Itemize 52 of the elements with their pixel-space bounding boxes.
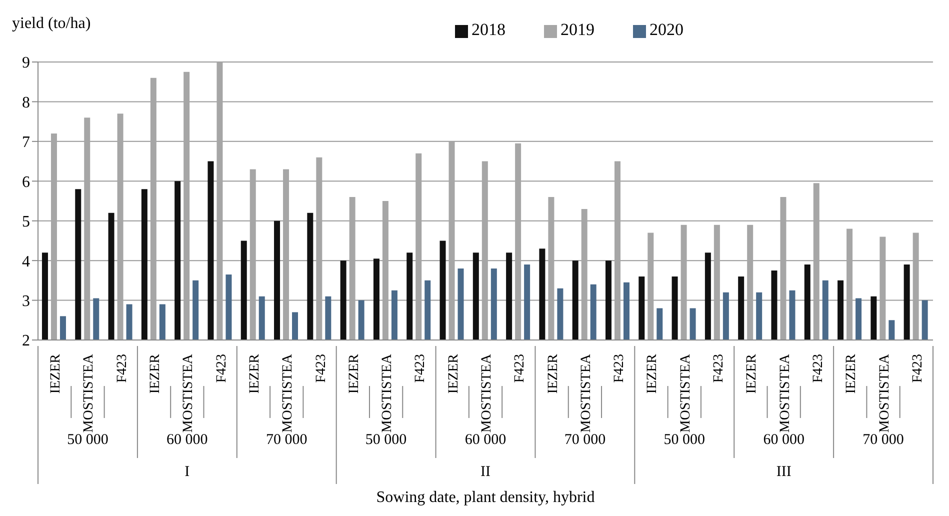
text: 70 000: [564, 432, 606, 448]
y-tick-label: 3: [22, 292, 30, 310]
x-axis-title: Sowing date, plant density, hybrid: [376, 489, 595, 506]
y-tick-label: 4: [22, 253, 30, 270]
y-axis-title: yield (to/ha): [12, 15, 91, 32]
x-tick-label: MOSTISTEA: [480, 353, 494, 433]
text: III: [776, 464, 792, 480]
x-tick-label: MOSTISTEA: [678, 353, 694, 433]
x-tick-label: MOSTISTEA: [778, 353, 793, 433]
x-tick-label: IEZER: [744, 353, 760, 394]
x-tick-label: F423: [712, 354, 727, 383]
text: II: [480, 464, 490, 480]
x-tick-label: MOSTISTEA: [380, 353, 396, 433]
text: 60 000: [763, 432, 804, 448]
x-tick-label: IEZER: [546, 353, 561, 394]
x-tick-label: F423: [512, 354, 528, 383]
legend-label: 2018: [472, 20, 506, 39]
x-tick-label: IEZER: [148, 353, 164, 394]
x-tick-label: MOSTISTEA: [82, 353, 97, 433]
x-tick-label: IEZER: [446, 353, 462, 394]
x-tick-label: F423: [413, 354, 428, 383]
x-tick-label: F423: [810, 354, 826, 383]
y-tick-label: 9: [22, 54, 30, 72]
text: 70 000: [266, 432, 308, 448]
x-tick-label: IEZER: [645, 353, 660, 394]
x-tick-label: MOSTISTEA: [280, 353, 296, 433]
y-tick-label: 2: [22, 332, 30, 350]
text: 50 000: [664, 432, 706, 448]
x-tick-label: MOSTISTEA: [181, 353, 196, 433]
y-tick-label: 7: [22, 134, 30, 152]
x-tick-label: IEZER: [346, 353, 362, 394]
x-tick-label: IEZER: [247, 353, 262, 394]
x-tick-label: F423: [214, 354, 230, 383]
y-tick-label: 8: [22, 94, 30, 112]
text: 50 000: [67, 432, 108, 448]
x-tick-label: IEZER: [844, 353, 860, 394]
legend-label: 2019: [560, 20, 594, 39]
x-tick-label: MOSTISTEA: [578, 353, 594, 433]
x-tick-label: F423: [612, 354, 628, 383]
x-tick-label: F423: [314, 354, 329, 383]
text: 70 000: [862, 432, 904, 448]
x-tick-label: MOSTISTEA: [877, 353, 892, 433]
x-tick-label: F423: [114, 354, 130, 383]
y-tick-label: 6: [22, 174, 30, 191]
text: 60 000: [464, 432, 506, 448]
x-tick-label: F423: [910, 354, 926, 383]
text: 50 000: [365, 432, 407, 448]
legend-label: 2020: [650, 20, 684, 39]
y-tick-label: 5: [22, 214, 30, 231]
x-tick-label: IEZER: [48, 353, 64, 394]
text: 60 000: [166, 432, 208, 448]
text: I: [184, 464, 190, 480]
